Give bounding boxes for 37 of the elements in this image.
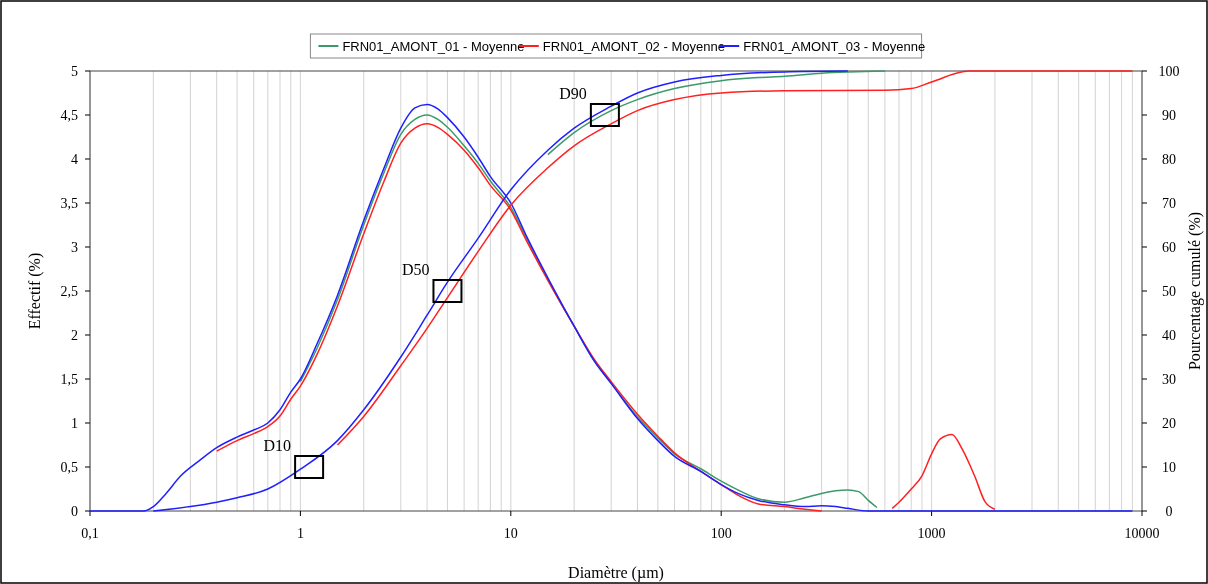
- x-tick-label: 1000: [917, 526, 946, 541]
- y2-tick-label: 20: [1162, 416, 1176, 431]
- x-tick-label: 100: [710, 526, 732, 541]
- annotation: D90: [559, 85, 587, 102]
- y2-tick-label: 40: [1162, 328, 1176, 343]
- y2-tick-label: 90: [1162, 108, 1176, 123]
- y-tick-label: 0: [71, 504, 78, 519]
- legend-label: FRN01_AMONT_01 - Moyenne: [342, 39, 525, 54]
- x-tick-label: 0,1: [81, 526, 99, 541]
- legend-label: FRN01_AMONT_03 - Moyenne: [743, 39, 926, 54]
- y2-tick-label: 70: [1162, 196, 1176, 211]
- y-tick-label: 1: [71, 416, 78, 431]
- y2-tick-label: 60: [1162, 240, 1176, 255]
- y-tick-label: 3,5: [60, 196, 78, 211]
- y2-tick-label: 0: [1165, 504, 1173, 519]
- x-axis-title: Diamètre (µm): [568, 564, 664, 582]
- y-tick-label: 4,5: [60, 108, 78, 123]
- y-tick-label: 2,5: [60, 284, 78, 299]
- y-tick-label: 1,5: [60, 372, 78, 387]
- legend-label: FRN01_AMONT_02 - Moyenne: [542, 39, 725, 54]
- y2-tick-label: 30: [1162, 372, 1176, 387]
- y2-tick-label: 100: [1158, 64, 1180, 79]
- y-axis-title: Effectif (%): [26, 252, 44, 330]
- y2-tick-label: 80: [1162, 152, 1176, 167]
- y-tick-label: 4: [71, 152, 78, 167]
- annotation: D50: [401, 261, 430, 278]
- y2-tick-label: 10: [1162, 460, 1176, 475]
- x-tick-label: 1: [296, 526, 304, 541]
- x-tick-label: 10: [503, 526, 518, 541]
- y2-axis-title: Pourcentage cumulé (%): [1186, 211, 1204, 371]
- annotation: D10: [263, 437, 292, 454]
- y-tick-label: 2: [71, 328, 78, 343]
- x-tick-label: 10000: [1124, 526, 1160, 541]
- y-tick-label: 0,5: [60, 460, 78, 475]
- y2-tick-label: 50: [1162, 284, 1176, 299]
- y-tick-label: 3: [71, 240, 78, 255]
- y-tick-label: 5: [71, 64, 78, 79]
